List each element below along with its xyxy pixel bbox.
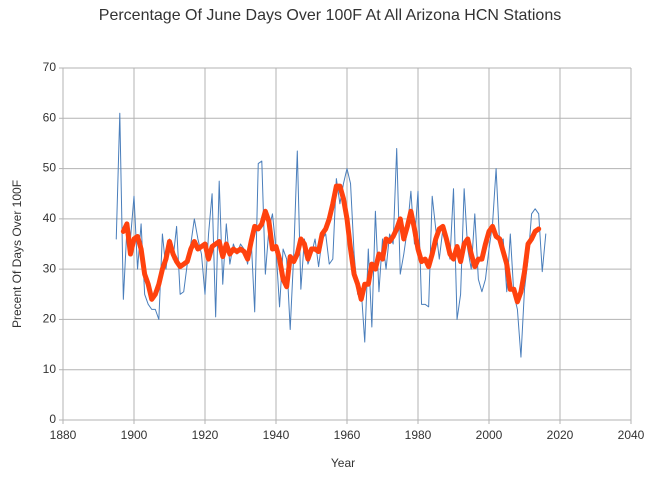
x-tick-label: 1980 xyxy=(405,428,432,442)
y-tick-label: 40 xyxy=(43,211,57,225)
data-line xyxy=(115,112,547,358)
data-line xyxy=(120,183,542,305)
y-tick-label: 30 xyxy=(43,261,57,275)
chart-title: Percentage Of June Days Over 100F At All… xyxy=(99,7,561,24)
x-axis-label: Year xyxy=(331,456,355,470)
y-tick-label: 20 xyxy=(43,312,57,326)
x-tick-label: 1900 xyxy=(121,428,148,442)
y-axis-label: Precent Of Days Over 100F xyxy=(10,180,24,328)
y-tick-label: 50 xyxy=(43,161,57,175)
y-tick-label: 0 xyxy=(49,412,56,426)
x-tick-label: 2000 xyxy=(476,428,503,442)
x-tick-label: 1940 xyxy=(263,428,290,442)
x-tick-label: 2040 xyxy=(618,428,645,442)
y-tick-label: 60 xyxy=(43,110,57,124)
x-tick-label: 2020 xyxy=(547,428,574,442)
x-tick-label: 1960 xyxy=(334,428,361,442)
y-tick-label: 70 xyxy=(43,60,57,74)
x-tick-label: 1880 xyxy=(50,428,77,442)
y-tick-label: 10 xyxy=(43,362,57,376)
x-tick-label: 1920 xyxy=(192,428,219,442)
